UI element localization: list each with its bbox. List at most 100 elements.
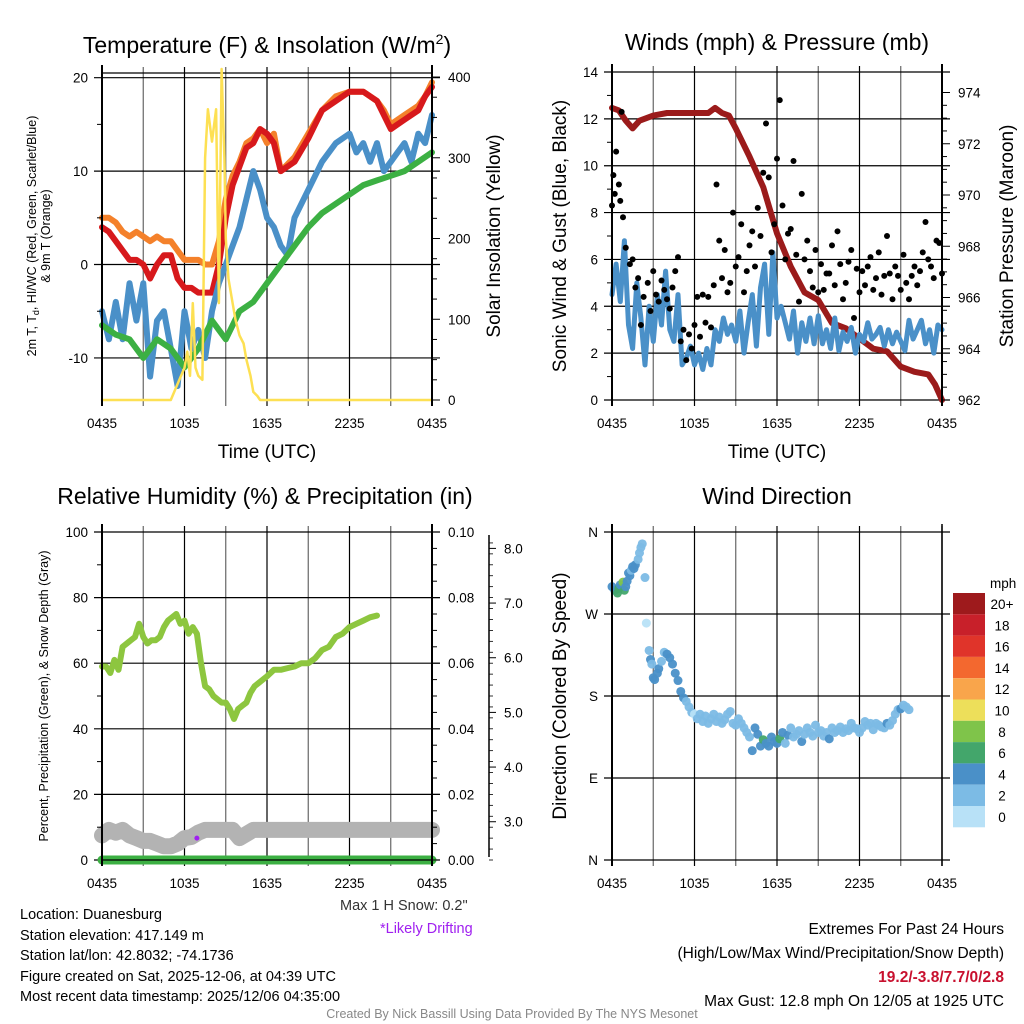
gust-point (853, 265, 860, 272)
gust-point (757, 233, 764, 239)
gust-point (787, 225, 794, 232)
y2-tick-label: 0 (448, 393, 456, 408)
gust-point (864, 263, 871, 270)
gust-point (884, 233, 890, 239)
gust-point (666, 305, 673, 312)
y-tick-label: 40 (73, 722, 88, 737)
max-gust-text: Max Gust: 12.8 mph On 12/05 at 1925 UTC (704, 993, 1004, 1010)
gust-point (919, 249, 926, 256)
colorbar-label: 16 (994, 640, 1009, 655)
y2-tick-label: 200 (448, 232, 471, 247)
gust-point (647, 307, 654, 314)
colorbar-swatch (953, 593, 985, 615)
colorbar-swatch (953, 678, 985, 700)
y2-tick-label: 300 (448, 151, 471, 166)
winds-ylabel: Sonic Wind & Gust (Blue, Black) (550, 100, 571, 372)
gust-point (826, 270, 833, 277)
colorbar-label: 0 (998, 810, 1006, 825)
colorbar-label: 2 (998, 789, 1006, 804)
gust-point (922, 218, 929, 225)
snow-tick-label: 5.0 (504, 705, 523, 720)
gust-point (754, 204, 761, 211)
direction-point (797, 737, 807, 747)
extremes-values: 19.2/-3.8/7.7/0/2.8 (878, 969, 1004, 986)
gust-point (635, 275, 642, 282)
y2-tick-label: 970 (958, 188, 981, 203)
gust-point (620, 214, 626, 221)
winds-panel: Winds (mph) & Pressure (mb) 0 2 4 6 8 10 12 14 0… (550, 29, 1018, 463)
direction-point (640, 573, 650, 583)
colorbar-swatch (953, 614, 985, 636)
gust-point (765, 174, 772, 181)
temperature-title: Temperature (F) & Insolation (W/m2) (83, 31, 451, 58)
y-tick-label: -10 (68, 351, 88, 366)
gust-point (716, 237, 723, 244)
gust-point (798, 190, 805, 197)
humidity-ylabel: Percent, Precipitation (Green), & Snow D… (37, 550, 51, 841)
direction-point (780, 738, 790, 748)
y-tick-label: 100 (65, 525, 88, 540)
y2-tick-label: 0.02 (448, 787, 474, 802)
snow-tick-label: 7.0 (504, 596, 523, 611)
direction-point (670, 668, 680, 678)
gust-point (906, 296, 912, 303)
gust-point (699, 291, 706, 298)
direction-point (753, 729, 763, 739)
gust-point (719, 275, 725, 282)
gust-point (768, 249, 775, 256)
drifting-marker (194, 835, 200, 841)
gust-point (807, 268, 813, 275)
snow-tick-label: 4.0 (504, 760, 523, 775)
y2-tick-label: 974 (958, 86, 981, 101)
series-td (99, 149, 435, 371)
series-relative-humidity (99, 611, 380, 722)
humidity-series (94, 611, 440, 865)
gust-point (812, 247, 819, 254)
direction-point (637, 539, 647, 549)
x-tick-label: 1635 (762, 416, 792, 431)
gust-point (669, 284, 676, 291)
gust-point (752, 263, 758, 270)
gust-point (694, 293, 701, 300)
colorbar-swatch (953, 656, 985, 679)
y-tick-label: 10 (73, 164, 88, 179)
direction-point (747, 746, 757, 756)
gust-point (928, 263, 934, 270)
colorbar-label: 20+ (991, 597, 1014, 612)
gust-point (749, 228, 756, 235)
gust-point (848, 247, 855, 254)
x-tick-label: 2235 (844, 416, 874, 431)
y2-tick-label: 0.06 (448, 656, 474, 671)
x-tick-label: 0435 (597, 876, 627, 891)
gust-point (834, 228, 841, 235)
extremes-title: Extremes For Past 24 Hours (808, 921, 1004, 938)
gust-point (613, 148, 620, 155)
gust-point (900, 251, 907, 258)
x-tick-label: 1035 (679, 876, 709, 891)
y-tick-label: 20 (73, 787, 88, 802)
colorbar-swatch (953, 784, 985, 806)
gust-point (760, 169, 767, 176)
wind-direction-ylabel: Direction (Colored By Speed) (550, 572, 571, 819)
gust-point (721, 247, 728, 254)
gust-point (732, 263, 739, 270)
y-tick-label: 80 (73, 591, 88, 606)
extremes-block: Extremes For Past 24 Hours (High/Low/Max… (678, 918, 1005, 1014)
gust-point (713, 181, 720, 188)
gust-point (829, 242, 835, 249)
gust-point (735, 254, 742, 261)
series-station-pressure (609, 104, 945, 403)
gust-point (697, 333, 703, 340)
direction-point (904, 705, 914, 715)
humidity-grid (94, 526, 440, 866)
y2-tick-label: 0.00 (448, 853, 474, 868)
gust-point (763, 120, 769, 127)
x-tick-label: 1635 (762, 876, 792, 891)
y2-tick-label: 964 (958, 342, 981, 357)
colorbar-swatch (953, 742, 985, 764)
latlon-text: Station lat/lon: 42.8032; -74.1736 (20, 948, 234, 964)
series-wind-chill (99, 112, 435, 389)
direction-tick-label: E (589, 771, 598, 786)
gust-point (881, 272, 888, 279)
